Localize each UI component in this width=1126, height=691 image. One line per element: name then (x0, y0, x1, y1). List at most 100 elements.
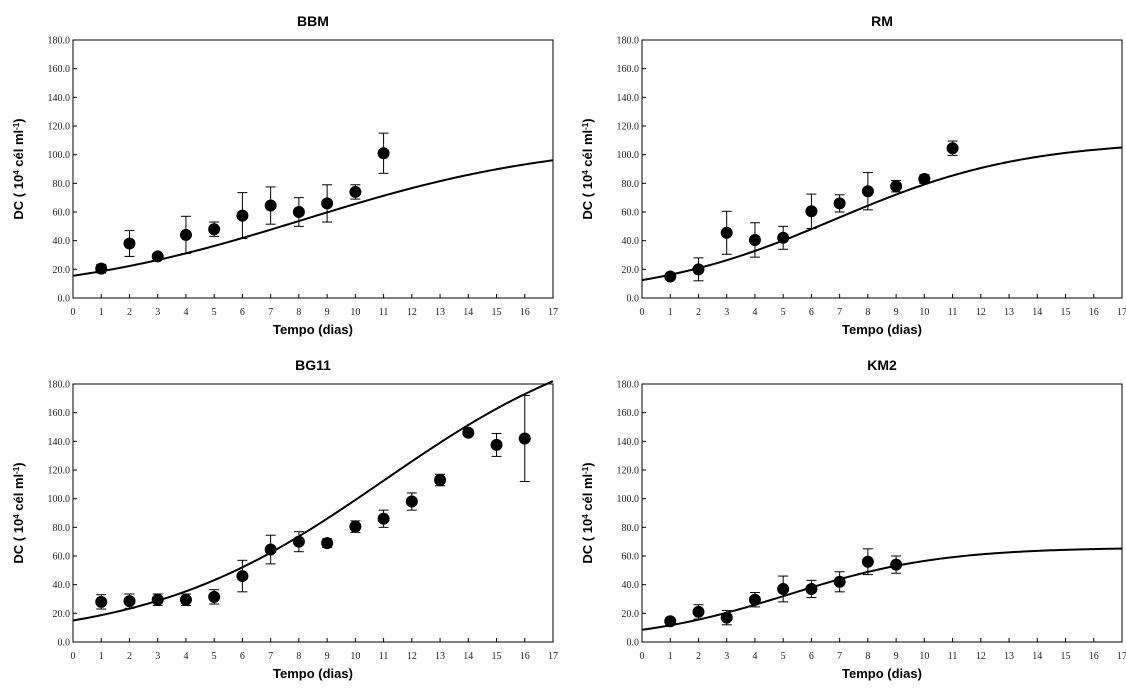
y-tick-label: 20.0 (622, 265, 640, 276)
data-point (720, 210, 733, 255)
y-axis-label: DC ( 104 cél ml-1) (11, 118, 26, 219)
y-tick-label: 0.0 (627, 294, 640, 305)
x-tick-label: 9 (325, 651, 330, 662)
y-tick-label: 160.0 (48, 64, 71, 75)
x-tick-label: 12 (976, 651, 986, 662)
x-tick-label: 15 (1061, 307, 1071, 318)
x-tick-label: 7 (268, 307, 273, 318)
data-marker (264, 199, 277, 212)
x-tick-label: 13 (435, 651, 445, 662)
data-point (123, 593, 136, 609)
data-point (777, 575, 790, 603)
data-marker (208, 590, 221, 603)
x-tick-label: 9 (325, 307, 330, 318)
data-marker (434, 474, 447, 487)
data-point (748, 222, 761, 258)
data-point (890, 555, 903, 574)
data-point (490, 432, 503, 457)
x-tick-label: 9 (894, 651, 899, 662)
data-point (264, 186, 277, 225)
data-marker (123, 595, 136, 608)
x-tick-label: 10 (919, 307, 929, 318)
data-marker (321, 537, 334, 550)
x-tick-label: 1 (668, 651, 673, 662)
x-tick-label: 9 (894, 307, 899, 318)
x-tick-label: 4 (183, 651, 188, 662)
x-tick-label: 3 (155, 651, 160, 662)
data-marker (861, 555, 874, 568)
data-point (321, 184, 334, 223)
chart-title: BG11 (295, 357, 331, 373)
data-marker (664, 615, 677, 628)
x-tick-label: 10 (350, 307, 360, 318)
data-point (777, 225, 790, 250)
x-tick-label: 15 (492, 651, 502, 662)
x-tick-label: 4 (752, 307, 757, 318)
data-marker (95, 262, 108, 275)
x-tick-label: 12 (976, 307, 986, 318)
data-marker (321, 197, 334, 210)
x-axis-label: Tempo (dias) (273, 322, 353, 337)
data-marker (151, 250, 164, 263)
data-point (349, 520, 362, 533)
y-tick-label: 120.0 (617, 122, 640, 133)
data-marker (692, 263, 705, 276)
data-point (292, 197, 305, 227)
data-marker (890, 558, 903, 571)
x-tick-label: 16 (1089, 307, 1099, 318)
data-marker (95, 595, 108, 608)
data-marker (833, 575, 846, 588)
data-point (264, 534, 277, 565)
x-axis-label: Tempo (dias) (842, 666, 922, 681)
x-tick-label: 2 (127, 307, 132, 318)
x-tick-label: 5 (781, 307, 786, 318)
data-marker (490, 438, 503, 451)
y-tick-label: 80.0 (622, 179, 640, 190)
y-tick-label: 100.0 (617, 150, 640, 161)
data-marker (405, 495, 418, 508)
y-tick-label: 20.0 (53, 265, 71, 276)
y-tick-label: 60.0 (622, 208, 640, 219)
x-tick-label: 14 (463, 307, 473, 318)
x-tick-label: 6 (240, 307, 245, 318)
y-tick-label: 20.0 (53, 609, 71, 620)
data-marker (861, 185, 874, 198)
data-marker (748, 593, 761, 606)
x-tick-label: 15 (492, 307, 502, 318)
data-marker (777, 582, 790, 595)
x-tick-label: 16 (520, 307, 530, 318)
x-tick-label: 1 (668, 307, 673, 318)
chart-title: KM2 (867, 357, 897, 373)
fit-curve (641, 146, 1123, 282)
y-tick-label: 0.0 (627, 638, 640, 649)
y-tick-label: 180.0 (617, 36, 640, 47)
y-tick-label: 160.0 (617, 64, 640, 75)
y-tick-label: 40.0 (53, 580, 71, 591)
data-marker (292, 535, 305, 548)
y-tick-label: 0.0 (58, 294, 71, 305)
y-axis-label: DC ( 104 cél ml-1) (11, 462, 26, 563)
data-point (208, 221, 221, 237)
y-tick-label: 60.0 (622, 552, 640, 563)
y-tick-label: 40.0 (53, 236, 71, 247)
data-point (664, 615, 677, 628)
data-point (434, 473, 447, 487)
x-tick-label: 8 (865, 651, 870, 662)
y-tick-label: 140.0 (617, 437, 640, 448)
y-tick-label: 100.0 (48, 494, 71, 505)
chart-title: RM (871, 13, 893, 29)
x-tick-label: 8 (296, 307, 301, 318)
data-marker (236, 209, 249, 222)
data-marker (518, 432, 531, 445)
fit-curve (72, 380, 554, 622)
y-tick-label: 160.0 (617, 408, 640, 419)
x-tick-label: 17 (548, 651, 558, 662)
data-marker (236, 570, 249, 583)
data-marker (805, 205, 818, 218)
y-tick-label: 80.0 (622, 523, 640, 534)
data-marker (349, 185, 362, 198)
data-point (95, 594, 108, 610)
data-point (720, 609, 733, 626)
